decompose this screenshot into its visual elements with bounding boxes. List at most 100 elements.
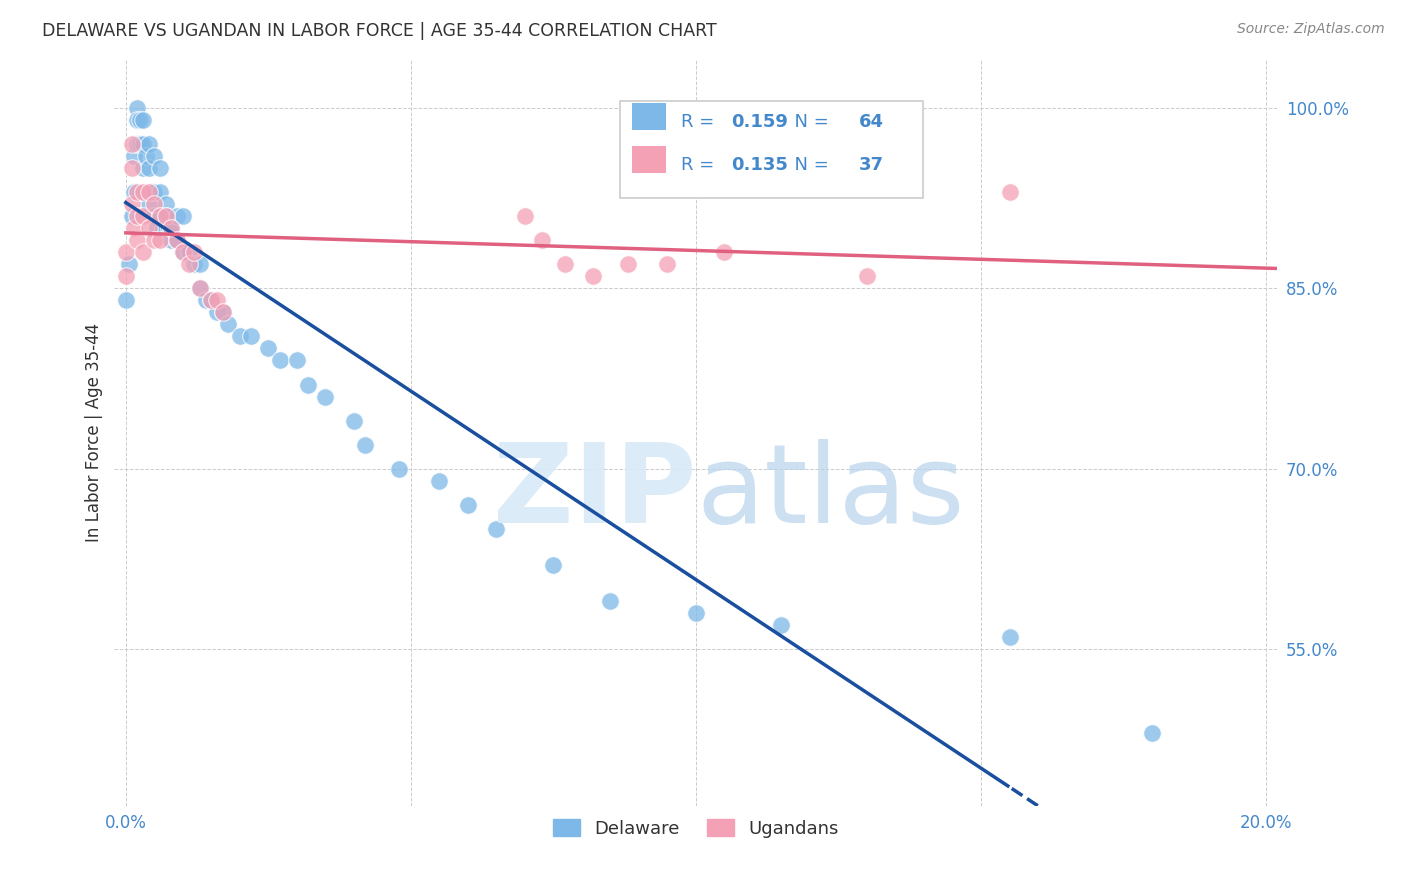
Point bbox=[599, 594, 621, 608]
Point bbox=[143, 233, 166, 247]
FancyBboxPatch shape bbox=[620, 101, 922, 198]
Point bbox=[172, 209, 194, 223]
Text: N =: N = bbox=[783, 113, 835, 131]
Point bbox=[132, 161, 155, 175]
Point bbox=[172, 245, 194, 260]
Point bbox=[121, 161, 143, 175]
Point bbox=[1140, 726, 1163, 740]
Point bbox=[127, 136, 149, 151]
Point bbox=[114, 245, 136, 260]
Point bbox=[160, 233, 183, 247]
Text: 0.159: 0.159 bbox=[731, 113, 787, 131]
Text: N =: N = bbox=[783, 156, 835, 174]
Point bbox=[388, 462, 411, 476]
Point bbox=[188, 257, 211, 271]
Point bbox=[114, 269, 136, 284]
Point bbox=[530, 233, 553, 247]
Point bbox=[194, 293, 217, 308]
Text: R =: R = bbox=[681, 113, 720, 131]
Point bbox=[217, 318, 239, 332]
Point bbox=[554, 257, 576, 271]
Legend: Delaware, Ugandans: Delaware, Ugandans bbox=[546, 812, 846, 846]
Point bbox=[172, 245, 194, 260]
Point bbox=[114, 293, 136, 308]
Text: atlas: atlas bbox=[696, 439, 965, 546]
Text: DELAWARE VS UGANDAN IN LABOR FORCE | AGE 35-44 CORRELATION CHART: DELAWARE VS UGANDAN IN LABOR FORCE | AGE… bbox=[42, 22, 717, 40]
Point bbox=[314, 390, 336, 404]
Text: 0.135: 0.135 bbox=[731, 156, 787, 174]
Point bbox=[149, 233, 172, 247]
Point bbox=[183, 245, 205, 260]
Point bbox=[124, 185, 146, 199]
Point bbox=[149, 185, 172, 199]
Y-axis label: In Labor Force | Age 35-44: In Labor Force | Age 35-44 bbox=[86, 323, 103, 542]
Point bbox=[132, 209, 155, 223]
Point bbox=[146, 221, 169, 235]
Point bbox=[166, 233, 188, 247]
Point bbox=[166, 233, 188, 247]
Text: 64: 64 bbox=[859, 113, 884, 131]
Point bbox=[132, 245, 155, 260]
Point bbox=[149, 209, 172, 223]
Point bbox=[183, 257, 205, 271]
Point bbox=[143, 185, 166, 199]
Point bbox=[200, 293, 222, 308]
Point bbox=[138, 185, 160, 199]
Text: 37: 37 bbox=[859, 156, 884, 174]
Point bbox=[132, 112, 155, 127]
Point bbox=[129, 112, 152, 127]
Point bbox=[856, 269, 879, 284]
Point bbox=[616, 257, 638, 271]
Point bbox=[211, 305, 233, 319]
Point bbox=[135, 185, 157, 199]
Point bbox=[127, 101, 149, 115]
Point bbox=[240, 329, 263, 343]
Point bbox=[121, 197, 143, 211]
Point bbox=[257, 342, 280, 356]
Point bbox=[297, 377, 319, 392]
Point bbox=[127, 185, 149, 199]
Text: Source: ZipAtlas.com: Source: ZipAtlas.com bbox=[1237, 22, 1385, 37]
Point bbox=[127, 112, 149, 127]
Point bbox=[205, 293, 228, 308]
Point bbox=[129, 136, 152, 151]
Point bbox=[582, 269, 605, 284]
Point bbox=[713, 245, 735, 260]
Point bbox=[657, 257, 679, 271]
Point bbox=[118, 257, 141, 271]
Point bbox=[132, 185, 155, 199]
Point bbox=[211, 305, 233, 319]
Point bbox=[998, 185, 1021, 199]
Point bbox=[138, 136, 160, 151]
Point bbox=[143, 149, 166, 163]
Point bbox=[166, 209, 188, 223]
Point bbox=[155, 209, 177, 223]
Point bbox=[155, 209, 177, 223]
Point bbox=[457, 498, 479, 512]
Point bbox=[543, 558, 565, 572]
Point bbox=[770, 618, 793, 632]
Point bbox=[177, 245, 200, 260]
Point bbox=[138, 197, 160, 211]
Point bbox=[160, 221, 183, 235]
Point bbox=[200, 293, 222, 308]
Point bbox=[141, 185, 163, 199]
Point bbox=[343, 414, 366, 428]
Point bbox=[188, 281, 211, 295]
Point bbox=[269, 353, 291, 368]
Text: R =: R = bbox=[681, 156, 720, 174]
Point bbox=[285, 353, 308, 368]
Point bbox=[124, 221, 146, 235]
FancyBboxPatch shape bbox=[631, 103, 665, 130]
Point bbox=[149, 161, 172, 175]
Point bbox=[685, 606, 707, 620]
Point bbox=[132, 136, 155, 151]
FancyBboxPatch shape bbox=[631, 145, 665, 173]
Point bbox=[157, 221, 180, 235]
Point bbox=[152, 221, 174, 235]
Point bbox=[155, 197, 177, 211]
Text: ZIP: ZIP bbox=[492, 439, 696, 546]
Point bbox=[177, 257, 200, 271]
Point bbox=[135, 149, 157, 163]
Point bbox=[188, 281, 211, 295]
